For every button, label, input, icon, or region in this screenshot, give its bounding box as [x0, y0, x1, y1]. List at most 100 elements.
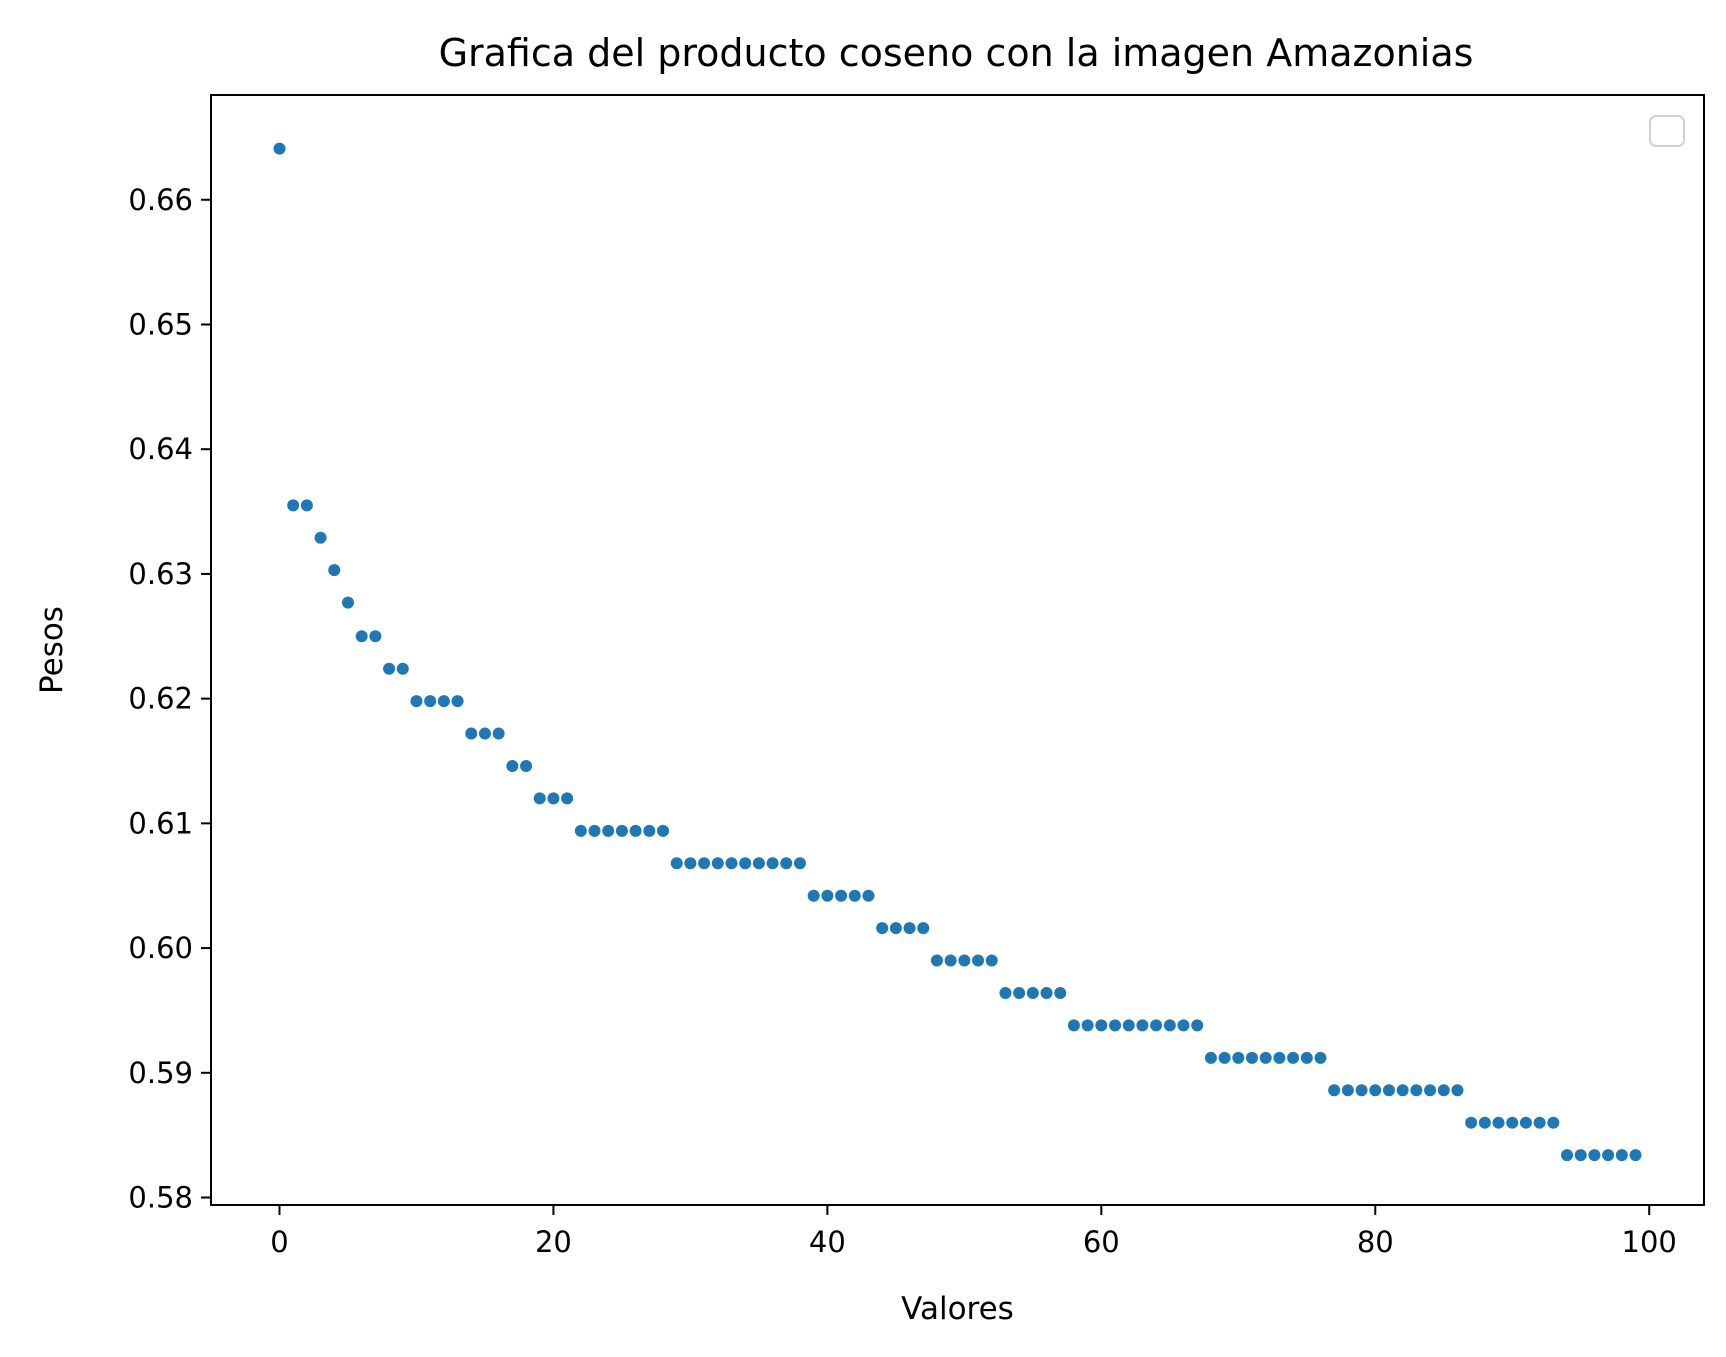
x-tick-label: 20: [535, 1225, 572, 1259]
data-point: [1040, 986, 1053, 999]
data-point: [492, 727, 505, 740]
data-point: [1465, 1116, 1478, 1129]
data-point: [807, 889, 820, 902]
data-point: [300, 499, 313, 512]
data-point: [547, 792, 560, 805]
data-point: [999, 986, 1012, 999]
x-tick-label: 100: [1622, 1225, 1677, 1259]
data-point: [1410, 1084, 1423, 1097]
data-point: [958, 954, 971, 967]
data-point: [903, 922, 916, 935]
data-point: [1177, 1019, 1190, 1032]
y-tick-label: 0.65: [128, 307, 193, 341]
data-point: [341, 596, 354, 609]
data-point: [1013, 986, 1026, 999]
data-point: [862, 889, 875, 902]
data-point: [1451, 1084, 1464, 1097]
data-point: [369, 630, 382, 643]
data-point: [1245, 1051, 1258, 1064]
data-point: [383, 662, 396, 675]
data-point: [793, 857, 806, 870]
data-point: [739, 857, 752, 870]
data-point: [643, 824, 656, 837]
data-point: [602, 824, 615, 837]
data-point: [1122, 1019, 1135, 1032]
data-point: [506, 759, 519, 772]
data-point: [1067, 1019, 1080, 1032]
data-point: [1615, 1149, 1628, 1162]
data-point: [1204, 1051, 1217, 1064]
data-point: [670, 857, 683, 870]
x-axis-label: Valores: [901, 1291, 1014, 1327]
data-point: [657, 824, 670, 837]
data-point: [698, 857, 711, 870]
x-tick-label: 40: [809, 1225, 846, 1259]
data-point: [1259, 1051, 1272, 1064]
data-point: [1191, 1019, 1204, 1032]
data-point: [287, 499, 300, 512]
data-point: [876, 922, 889, 935]
data-point: [1081, 1019, 1094, 1032]
data-point: [766, 857, 779, 870]
data-point: [944, 954, 957, 967]
y-tick-label: 0.60: [128, 931, 193, 965]
data-point: [533, 792, 546, 805]
data-point: [355, 630, 368, 643]
data-point: [889, 922, 902, 935]
data-point: [917, 922, 930, 935]
data-point: [1341, 1084, 1354, 1097]
y-tick-label: 0.64: [128, 432, 193, 466]
data-point: [1095, 1019, 1108, 1032]
y-tick-label: 0.61: [128, 806, 193, 840]
y-tick-label: 0.66: [128, 183, 193, 217]
data-point: [410, 695, 423, 708]
data-point: [451, 695, 464, 708]
data-point: [424, 695, 437, 708]
data-point: [1492, 1116, 1505, 1129]
data-point: [1232, 1051, 1245, 1064]
data-point: [314, 531, 327, 544]
y-axis-ticks: 0.58 0.59 0.60 0.61 0.62 0.63 0.64 0.65 0.66: [128, 183, 211, 1215]
data-point: [1355, 1084, 1368, 1097]
data-point: [1588, 1149, 1601, 1162]
data-point: [1328, 1084, 1341, 1097]
data-point: [930, 954, 943, 967]
data-point: [1424, 1084, 1437, 1097]
data-point: [1109, 1019, 1122, 1032]
data-point: [972, 954, 985, 967]
data-point: [1136, 1019, 1149, 1032]
data-point: [465, 727, 478, 740]
y-tick-label: 0.62: [128, 682, 193, 716]
data-point: [1547, 1116, 1560, 1129]
data-point: [1300, 1051, 1313, 1064]
data-point: [1478, 1116, 1491, 1129]
data-point: [478, 727, 491, 740]
plot-frame: [210, 94, 1705, 1206]
data-point: [985, 954, 998, 967]
data-point: [1218, 1051, 1231, 1064]
data-point: [711, 857, 724, 870]
data-point: [780, 857, 793, 870]
data-point: [848, 889, 861, 902]
data-point: [1026, 986, 1039, 999]
data-point: [1629, 1149, 1642, 1162]
data-point: [574, 824, 587, 837]
x-axis-ticks: 0 20 40 60 80 100: [270, 1205, 1677, 1259]
data-point: [520, 759, 533, 772]
data-point: [1163, 1019, 1176, 1032]
data-point: [588, 824, 601, 837]
data-point: [328, 564, 341, 577]
data-point: [1437, 1084, 1450, 1097]
data-point: [1054, 986, 1067, 999]
x-tick-label: 60: [1083, 1225, 1120, 1259]
data-point: [1602, 1149, 1615, 1162]
data-point: [1561, 1149, 1574, 1162]
data-point: [1150, 1019, 1163, 1032]
data-point: [1382, 1084, 1395, 1097]
data-point: [1273, 1051, 1286, 1064]
data-point: [684, 857, 697, 870]
y-tick-label: 0.59: [128, 1056, 193, 1090]
chart-title: Grafica del producto coseno con la image…: [439, 31, 1474, 75]
data-point: [396, 662, 409, 675]
